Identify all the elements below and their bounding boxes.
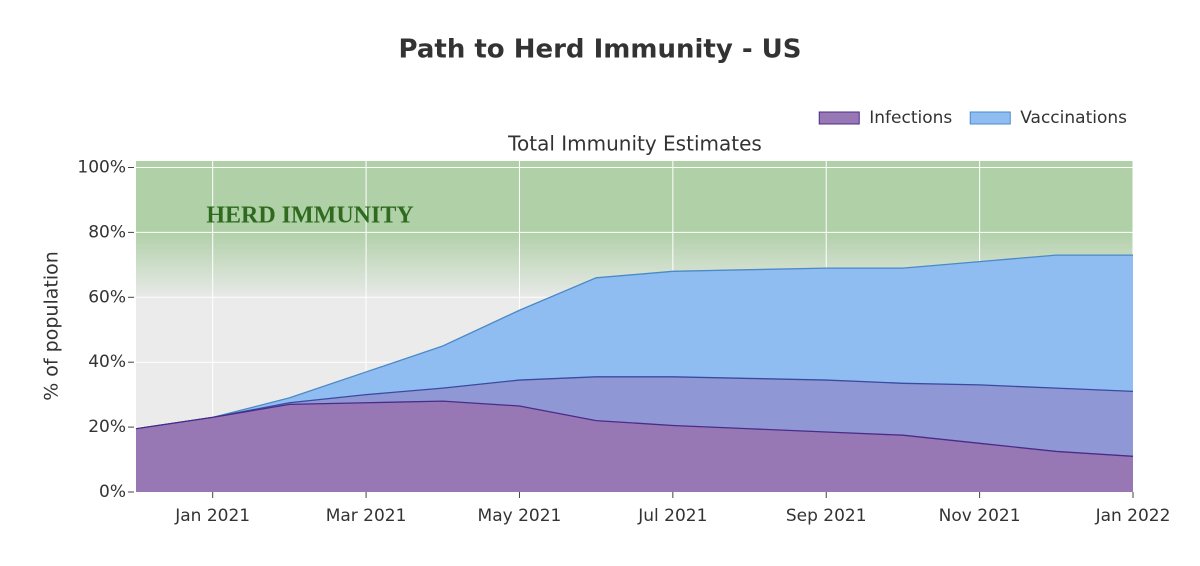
y-tick-label: 80%: [88, 222, 126, 242]
y-tick-label: 0%: [99, 482, 126, 502]
area-fill: [136, 401, 1133, 492]
x-tick-label: Nov 2021: [939, 506, 1021, 526]
x-tick-label: May 2021: [478, 506, 562, 526]
y-tick-label: 40%: [88, 352, 126, 372]
x-tick-label: Jul 2021: [637, 506, 707, 526]
chart-title: Path to Herd Immunity - US: [398, 35, 801, 65]
legend-label: Vaccinations: [1020, 108, 1127, 128]
annotation: HERD IMMUNITY: [206, 203, 413, 229]
x-tick-label: Jan 2021: [174, 506, 250, 526]
x-tick-label: Mar 2021: [326, 506, 407, 526]
legend-label: Infections: [869, 108, 952, 128]
y-axis-label: % of population: [41, 251, 63, 401]
x-tick-label: Sep 2021: [786, 506, 867, 526]
legend-swatch: [969, 111, 1011, 125]
x-tick-label: Jan 2022: [1095, 506, 1171, 526]
y-tick-label: 20%: [88, 417, 126, 437]
chart-subtitle: Total Immunity Estimates: [507, 132, 762, 156]
area-line: [135, 254, 1133, 430]
area-line: [135, 400, 1134, 457]
legend-swatch: [818, 111, 860, 125]
area-line: [135, 376, 1134, 430]
y-tick-label: 60%: [88, 287, 126, 307]
y-tick-label: 100%: [77, 157, 126, 177]
